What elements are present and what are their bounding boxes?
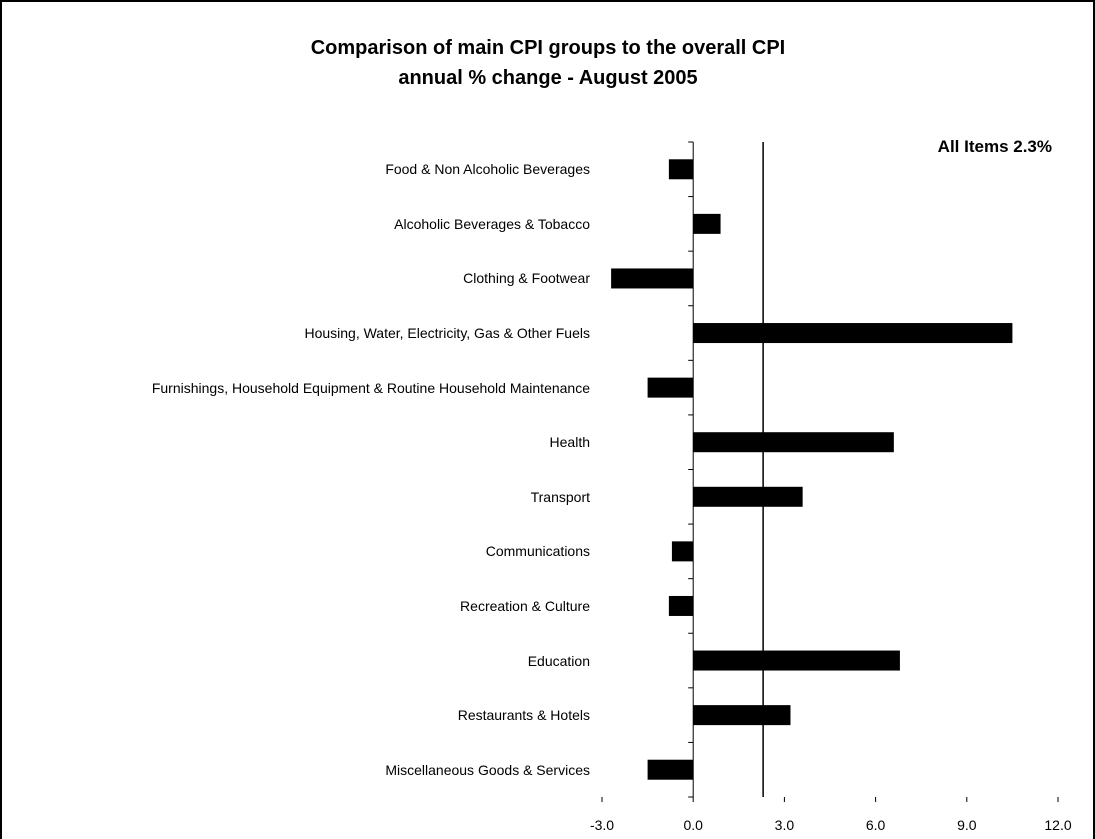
bar	[668, 159, 694, 180]
bar	[647, 377, 694, 398]
y-tick-label: Transport	[530, 488, 590, 505]
bar	[693, 323, 1013, 344]
y-tick-label: Clothing & Footwear	[463, 270, 590, 287]
x-tick-label: 0.0	[683, 817, 703, 833]
y-tick-label: Health	[549, 434, 590, 451]
bar	[693, 650, 900, 671]
annotation: All Items 2.3%	[938, 137, 1052, 156]
x-tick-label: 12.0	[1044, 817, 1071, 833]
y-tick-label: Recreation & Culture	[460, 597, 590, 614]
y-tick-label: Miscellaneous Goods & Services	[385, 761, 590, 778]
x-tick-label: -3.0	[590, 817, 614, 833]
bar	[668, 595, 694, 616]
bar	[647, 759, 694, 780]
x-tick-label: 6.0	[866, 817, 886, 833]
x-tick-label: 3.0	[775, 817, 795, 833]
bar	[693, 486, 803, 507]
y-tick-label: Education	[527, 652, 590, 669]
y-tick-label: Housing, Water, Electricity, Gas & Other…	[304, 325, 590, 342]
x-tick-label: 9.0	[957, 817, 977, 833]
y-tick-label: Furnishings, Household Equipment & Routi…	[151, 379, 590, 396]
bar	[693, 432, 894, 453]
bar	[693, 213, 721, 234]
bar	[693, 705, 791, 726]
y-tick-label: Communications	[485, 543, 590, 560]
chart-title: Comparison of main CPI groups to the ove…	[311, 37, 786, 59]
y-tick-label: Food & Non Alcoholic Beverages	[385, 161, 590, 178]
y-tick-label: Alcoholic Beverages & Tobacco	[394, 215, 590, 232]
bar	[611, 268, 694, 289]
bar	[671, 541, 694, 562]
y-tick-label: Restaurants & Hotels	[457, 707, 590, 724]
chart-subtitle: annual % change - August 2005	[398, 67, 697, 89]
